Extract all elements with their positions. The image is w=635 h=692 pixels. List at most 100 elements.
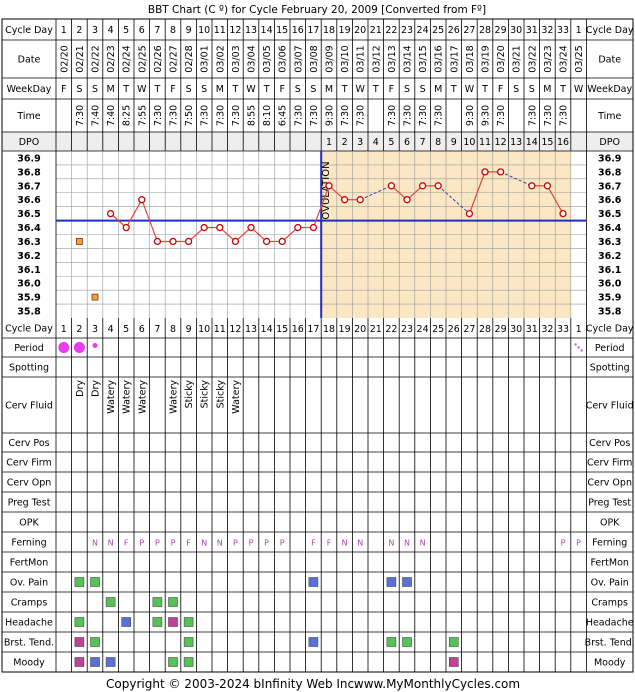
- ferning-value: P: [171, 539, 176, 548]
- time-label: 7:30: [75, 105, 86, 126]
- row-label-right: DPO: [599, 137, 620, 148]
- period-heavy-dot: [73, 342, 85, 353]
- ov-pain-marker: [74, 577, 85, 587]
- cycle-day-number: 19: [339, 25, 351, 36]
- ferning-value: P: [576, 539, 581, 548]
- row-label-right: Ov. Pain: [591, 578, 629, 589]
- date-label: 03/18: [465, 45, 476, 72]
- cycle-day-number-lower: 8: [170, 324, 176, 335]
- time-label: 7:30: [418, 105, 429, 126]
- temp-point: [231, 237, 240, 246]
- cycle-day-number-lower: 11: [214, 324, 226, 335]
- row-label-right: OPK: [600, 518, 620, 529]
- cramps-marker: [105, 597, 116, 607]
- row-label-left: Date: [18, 55, 41, 66]
- row-label-left: Period: [14, 343, 44, 354]
- ov-pain-marker: [90, 577, 100, 587]
- cycle-day-number-lower: 13: [245, 324, 257, 335]
- row-label-left: DPO: [19, 137, 40, 148]
- cycle-day-number-lower: 1: [576, 324, 582, 335]
- date-label: 02/28: [184, 45, 195, 72]
- row-label-right: Cramps: [591, 598, 628, 609]
- time-label: 9:30: [325, 105, 336, 126]
- time-label: 7:30: [293, 105, 304, 126]
- row-label-left: OPK: [19, 518, 39, 529]
- weekday-label: S: [310, 84, 316, 95]
- cycle-day-number-lower: 12: [229, 324, 241, 335]
- temp-tick-right: 36.6: [598, 195, 622, 206]
- cycle-day-number: 28: [479, 25, 491, 36]
- temp-tick-right: 35.9: [598, 293, 621, 304]
- row-label-left: Cerv Pos: [8, 438, 49, 449]
- temp-tick-left: 36.2: [17, 251, 40, 262]
- cycle-day-number: 25: [432, 25, 444, 36]
- row-label-right: Spotting: [590, 363, 630, 374]
- temp-point: [200, 223, 208, 232]
- temp-point: [403, 196, 411, 204]
- row-label-left: Headache: [5, 618, 53, 629]
- brst-tend-marker: [402, 637, 412, 647]
- period-spotting-dot: [574, 343, 577, 346]
- temp-line-segment: [546, 185, 564, 214]
- weekday-label: W: [574, 84, 584, 95]
- temp-point: [106, 209, 115, 218]
- time-label: 7:30: [387, 105, 398, 126]
- temp-tick-right: 36.1: [598, 265, 621, 276]
- temp-point: [278, 237, 286, 246]
- ferning-value: F: [311, 539, 316, 548]
- dpo-number: 9: [451, 137, 457, 148]
- weekday-label: M: [106, 84, 114, 95]
- discarded-temp-point: [76, 238, 83, 245]
- date-label: 03/04: [247, 45, 258, 72]
- cycle-day-number: 16: [292, 25, 304, 36]
- cerv-fluid-label: Dry: [91, 380, 102, 397]
- ov-pain-marker: [308, 577, 319, 587]
- dpo-number: 10: [463, 137, 475, 148]
- temp-tick-right: 36.8: [598, 167, 622, 178]
- row-label-left: Cerv Opn: [7, 478, 52, 489]
- row-label-left: Ferning: [11, 538, 46, 549]
- cycle-day-number: 9: [186, 25, 192, 36]
- time-label: 6:45: [278, 105, 289, 126]
- period-spotting-dot: [580, 349, 583, 352]
- cycle-day-number: 20: [354, 25, 366, 36]
- time-label: 7:30: [434, 105, 445, 126]
- temp-point: [356, 196, 364, 204]
- cycle-day-number-lower: 24: [417, 324, 429, 335]
- ferning-value: N: [404, 539, 410, 548]
- ov-pain-marker: [402, 577, 412, 587]
- cerv-fluid-label: Watery: [231, 380, 242, 414]
- time-label: 7:30: [169, 105, 180, 126]
- period-light-dot: [92, 343, 98, 348]
- temp-line-gap-segment: [437, 185, 470, 214]
- ferning-value: P: [280, 539, 285, 548]
- cycle-day-number: 30: [510, 25, 522, 36]
- brst-tend-marker: [74, 637, 85, 647]
- temp-tick-right: 36.4: [598, 223, 622, 234]
- footer-site-link[interactable]: www.MyMonthlyCycles.com: [354, 677, 520, 691]
- moody-marker: [105, 657, 116, 667]
- cycle-day-number-lower: 10: [198, 324, 210, 335]
- weekday-label: W: [246, 84, 256, 95]
- cycle-day-number-lower: 22: [385, 324, 397, 335]
- weekday-label: S: [201, 84, 207, 95]
- cycle-day-number: 3: [92, 25, 98, 36]
- cycle-day-number-lower: 3: [92, 324, 98, 335]
- cycle-day-number: 18: [323, 25, 335, 36]
- temp-tick-left: 36.5: [17, 209, 40, 220]
- row-label-left: Spotting: [9, 363, 49, 374]
- row-label-right: Date: [598, 55, 621, 66]
- footer-copyright: Copyright © 2003-2024 bInfinity Web Inc.: [106, 677, 358, 691]
- ferning-value: F: [327, 539, 332, 548]
- ferning-value: P: [155, 539, 160, 548]
- labels-layer: Cycle Day Cycle Day Date Date WeekDay WeekDay…: [4, 25, 635, 669]
- temp-line-segment: [125, 199, 143, 228]
- time-label: 7:30: [559, 105, 570, 126]
- temp-line-gap-segment: [500, 171, 532, 187]
- weekday-label: S: [76, 84, 82, 95]
- moody-marker: [449, 657, 459, 667]
- weekday-label: T: [481, 84, 488, 95]
- cycle-day-number-lower: 17: [307, 324, 319, 335]
- cycle-day-number-lower: 1: [61, 324, 67, 335]
